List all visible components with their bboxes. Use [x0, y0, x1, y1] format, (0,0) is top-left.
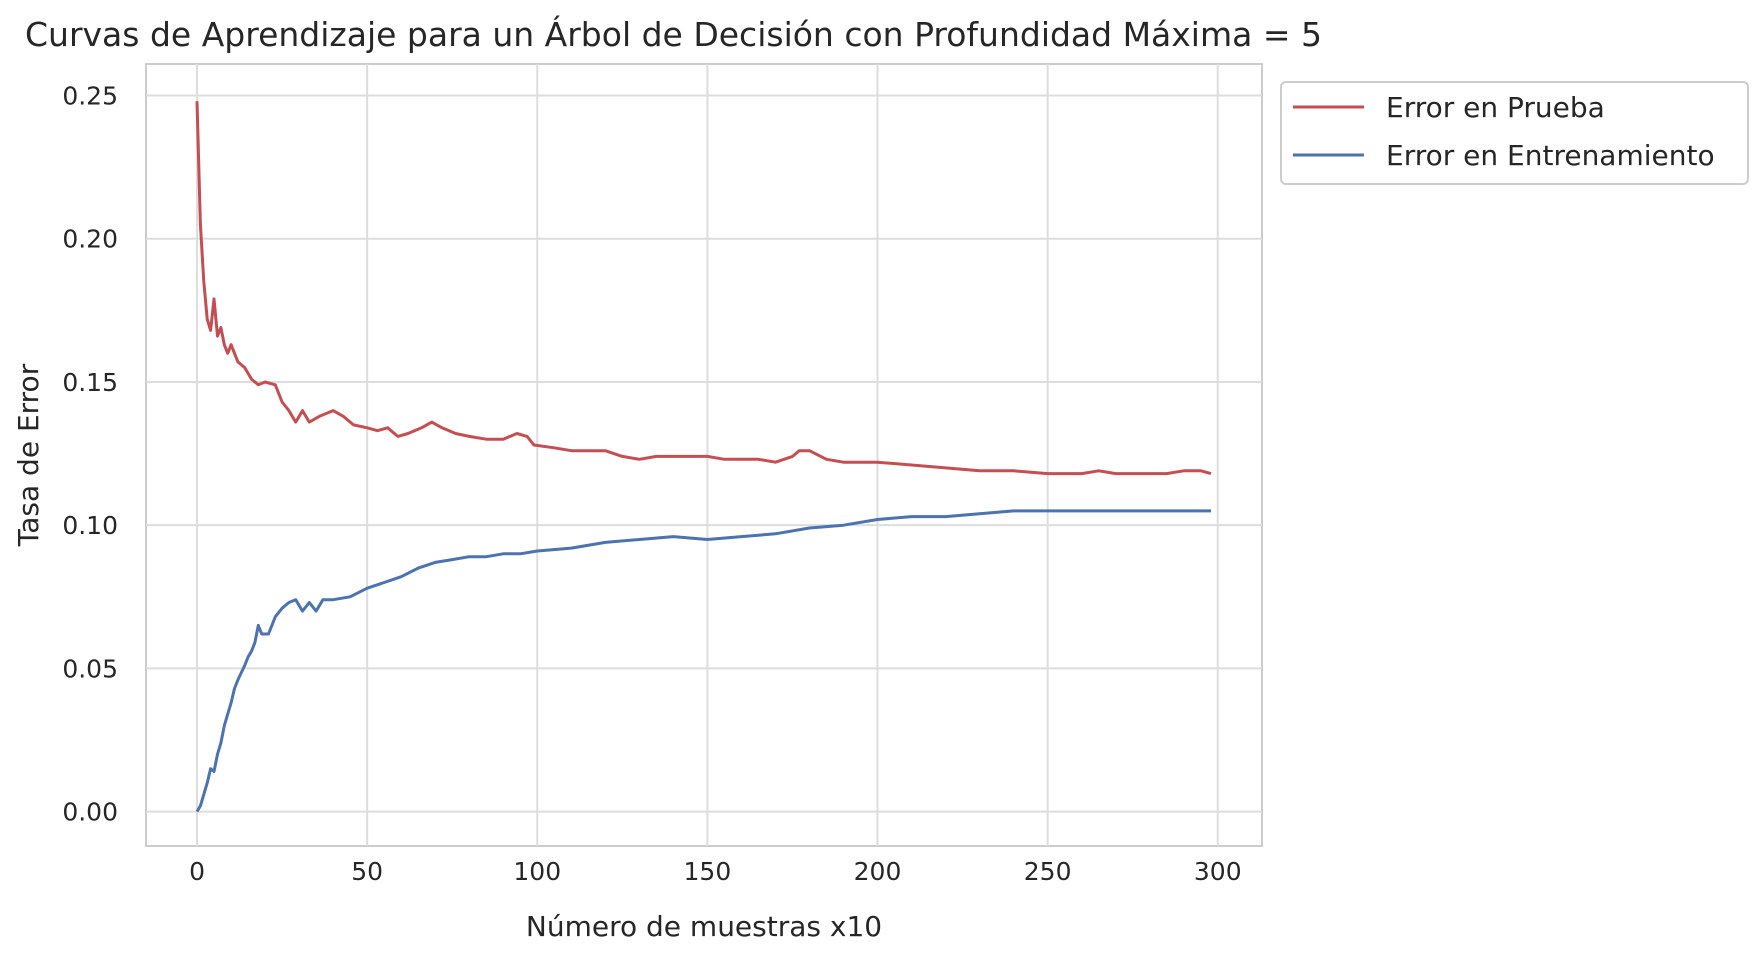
grid-lines [146, 64, 1262, 846]
x-tick-label: 300 [1194, 857, 1242, 886]
y-tick-label: 0.10 [62, 511, 118, 540]
x-tick-label: 250 [1024, 857, 1072, 886]
y-axis-ticks: 0.00 0.05 0.10 0.15 0.20 0.25 [62, 82, 118, 827]
y-tick-label: 0.00 [62, 798, 118, 827]
x-axis-ticks: 0 50 100 150 200 250 300 [189, 857, 1242, 886]
y-axis-label: Tasa de Error [12, 363, 45, 547]
legend-label-train: Error en Entrenamiento [1386, 139, 1715, 172]
y-tick-label: 0.15 [62, 368, 118, 397]
legend: Error en Prueba Error en Entrenamiento [1280, 81, 1749, 185]
legend-box [1280, 81, 1749, 185]
series-line-test-error [195, 101, 1212, 476]
x-tick-label: 100 [513, 857, 561, 886]
series-line-train-error [195, 509, 1211, 813]
x-tick-label: 50 [351, 857, 383, 886]
x-tick-label: 150 [684, 857, 732, 886]
y-tick-label: 0.05 [62, 654, 118, 683]
y-tick-label: 0.20 [62, 225, 118, 254]
series-lines [195, 101, 1212, 813]
y-tick-label: 0.25 [62, 82, 118, 111]
chart-title: Curvas de Aprendizaje para un Árbol de D… [25, 14, 1322, 54]
x-axis-label: Número de muestras x10 [526, 910, 882, 943]
x-tick-label: 200 [854, 857, 902, 886]
x-tick-label: 0 [189, 857, 205, 886]
legend-label-test: Error en Prueba [1386, 91, 1605, 124]
